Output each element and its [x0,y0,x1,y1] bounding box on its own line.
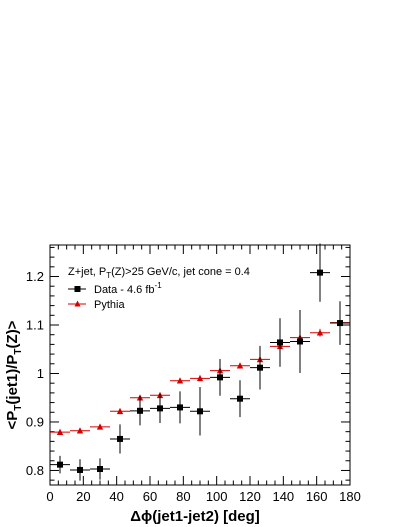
square-marker [197,408,203,415]
data-point [210,358,230,396]
x-tick-label: 160 [306,489,328,504]
data-point [90,458,110,480]
legend-data-marker [74,286,81,292]
square-marker [317,269,323,276]
square-marker [297,338,303,345]
square-marker [277,339,283,346]
data-point [150,393,170,423]
square-marker [117,435,123,442]
x-tick-label: 60 [143,489,157,504]
pythia-point [70,427,90,434]
data-point [70,459,90,481]
data-points [50,243,350,481]
legend-entry-pythia: Pythia [68,299,125,311]
plot-frame [49,244,351,486]
square-marker [97,466,103,472]
legend-header: Z+jet, PT(Z)>25 GeV/c, jet cone = 0.4 [68,266,250,280]
x-tick-label: 80 [176,489,190,504]
pythia-point [170,377,190,384]
x-axis-title: Δϕ(jet1-jet2) [deg] [130,508,260,525]
legend-pythia-label: Pythia [94,299,125,311]
triangle-marker [196,374,204,382]
square-marker [257,364,263,371]
data-point [310,243,330,302]
y-tick-label: 1 [37,366,44,381]
triangle-marker [96,423,104,430]
data-point [190,387,210,436]
data-point [250,345,270,390]
square-marker [157,405,163,412]
y-tick-label: 1.1 [26,318,44,333]
y-tick-label: 0.9 [26,414,44,429]
data-point [170,391,190,424]
triangle-marker [76,427,84,434]
data-point [230,380,250,418]
pythia-point [50,428,70,435]
square-marker [137,407,143,414]
x-tick-label: 140 [272,489,294,504]
data-point [330,301,350,345]
data-point [270,318,290,367]
data-point [50,455,70,474]
pythia-point [230,362,250,369]
square-marker [77,466,83,473]
square-marker [337,320,343,327]
square-marker [57,461,63,468]
data-point [290,309,310,373]
x-tick-label: 40 [109,489,123,504]
legend-entry-data: Data - 4.6 fb-1 [68,281,162,296]
legend: Z+jet, PT(Z)>25 GeV/c, jet cone = 0.4 Da… [68,266,250,311]
pythia-point [110,407,130,415]
triangle-marker [176,377,184,384]
pythia-point [90,423,110,430]
data-point [110,424,130,454]
y-tick-label: 1.2 [26,269,44,284]
x-tick-label: 100 [206,489,228,504]
square-marker [217,374,223,381]
pythia-point [310,328,330,337]
x-tick-label: 20 [76,489,90,504]
legend-data-label: Data - 4.6 fb-1 [94,281,162,296]
triangle-marker [56,428,64,435]
triangle-marker [236,362,244,369]
square-marker [177,404,183,411]
triangle-marker [316,329,324,336]
x-tick-label: 180 [339,489,361,504]
y-tick-label: 0.8 [26,463,44,478]
legend-pythia-marker [74,300,81,307]
data-point [130,396,150,426]
square-marker [237,395,243,402]
pythia-point [190,374,210,382]
x-tick-label: 0 [46,489,53,504]
triangle-marker [116,407,124,415]
axis-ticks: 0 20 40 60 80 100 120 140 160 180 0.8 0.9 1 1.1 1.2 [26,245,361,504]
y-axis-title: <PT(jet1)/PT(Z)> [4,320,24,429]
x-tick-label: 120 [239,489,261,504]
